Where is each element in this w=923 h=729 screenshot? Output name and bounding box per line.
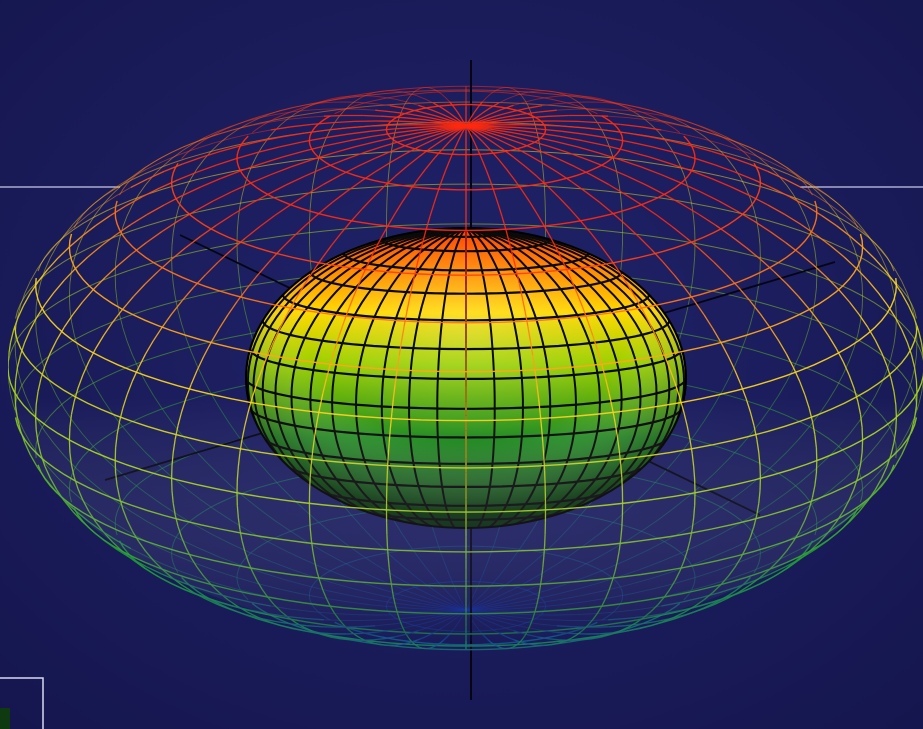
outer-wireframe-front [8, 99, 923, 651]
corner-frame [0, 677, 44, 729]
